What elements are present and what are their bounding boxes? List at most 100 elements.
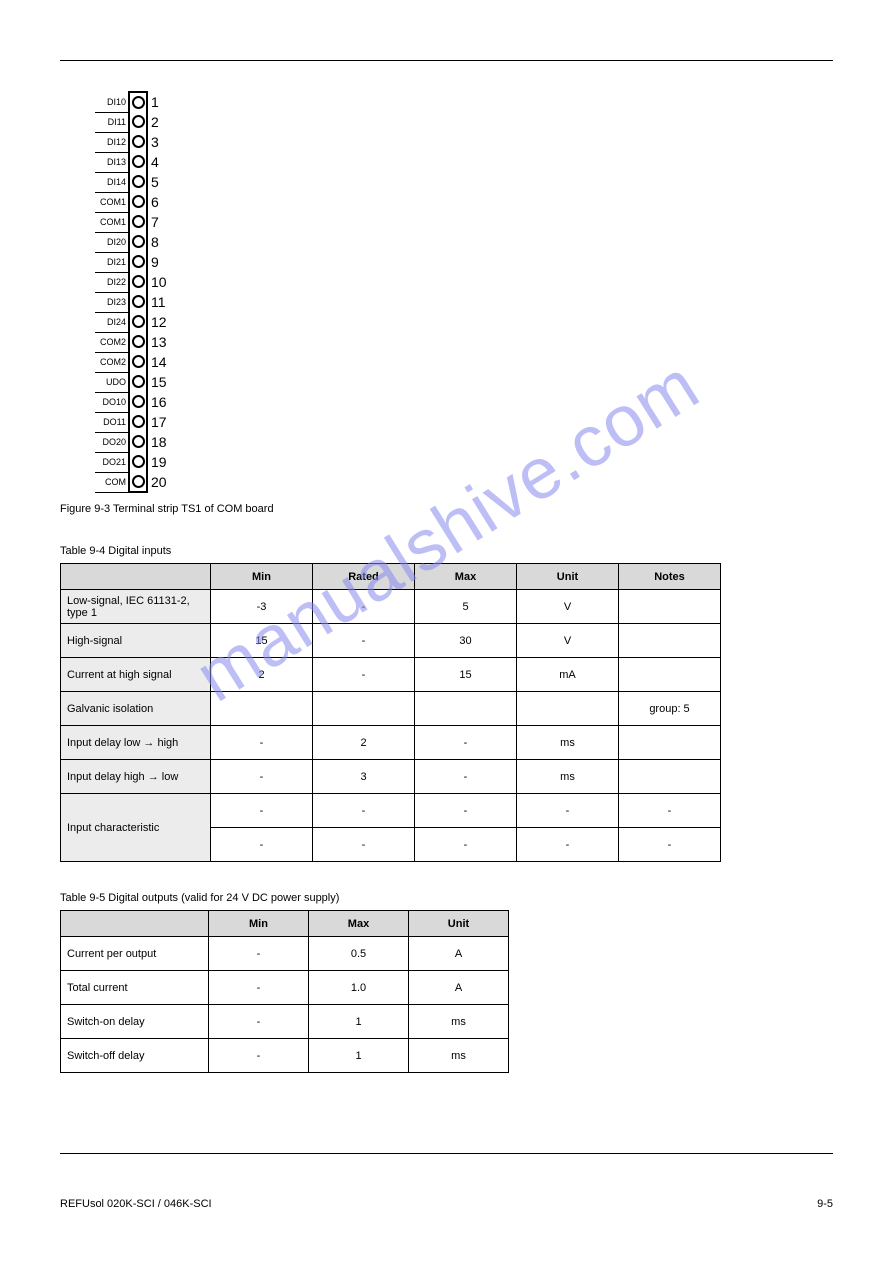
data-cell bbox=[415, 692, 517, 726]
pin-terminal-icon bbox=[129, 232, 147, 252]
data-cell bbox=[619, 658, 721, 692]
pin-number: 11 bbox=[147, 292, 169, 312]
pin-label: DI23 bbox=[95, 292, 129, 312]
data-cell: -3 bbox=[211, 590, 313, 624]
pin-label: DI14 bbox=[95, 172, 129, 192]
pin-terminal-icon bbox=[129, 92, 147, 112]
column-header: Rated bbox=[313, 564, 415, 590]
pin-terminal-icon bbox=[129, 272, 147, 292]
pin-number: 14 bbox=[147, 352, 169, 372]
pin-label: DI24 bbox=[95, 312, 129, 332]
row-label: Low-signal, IEC 61131-2, type 1 bbox=[61, 590, 211, 624]
row-label: Total current bbox=[61, 971, 209, 1005]
pin-number: 19 bbox=[147, 452, 169, 472]
column-header: Unit bbox=[409, 911, 509, 937]
data-cell: - bbox=[209, 937, 309, 971]
pin-number: 8 bbox=[147, 232, 169, 252]
pin-label: COM2 bbox=[95, 352, 129, 372]
pin-number: 13 bbox=[147, 332, 169, 352]
data-cell: - bbox=[313, 624, 415, 658]
row-label: Switch-on delay bbox=[61, 1005, 209, 1039]
column-header: Unit bbox=[517, 564, 619, 590]
row-label: Input characteristic bbox=[61, 794, 211, 862]
pin-terminal-icon bbox=[129, 392, 147, 412]
footer-left: REFUsol 020K-SCI / 046K-SCI bbox=[60, 1198, 212, 1210]
data-cell: 1 bbox=[309, 1039, 409, 1073]
data-cell: - bbox=[415, 726, 517, 760]
data-cell: ms bbox=[517, 760, 619, 794]
data-cell: group: 5 bbox=[619, 692, 721, 726]
pin-number: 2 bbox=[147, 112, 169, 132]
pin-terminal-icon bbox=[129, 472, 147, 492]
data-cell: 30 bbox=[415, 624, 517, 658]
pin-terminal-icon bbox=[129, 452, 147, 472]
data-cell bbox=[619, 590, 721, 624]
pin-terminal-icon bbox=[129, 352, 147, 372]
column-header: Min bbox=[211, 564, 313, 590]
pin-label: DO11 bbox=[95, 412, 129, 432]
pin-number: 5 bbox=[147, 172, 169, 192]
pin-terminal-icon bbox=[129, 412, 147, 432]
data-cell: - bbox=[209, 1039, 309, 1073]
pin-number: 10 bbox=[147, 272, 169, 292]
pin-label: COM2 bbox=[95, 332, 129, 352]
data-cell: ms bbox=[409, 1039, 509, 1073]
data-cell: 2 bbox=[211, 658, 313, 692]
pin-terminal-icon bbox=[129, 432, 147, 452]
row-label: Input delay high → low bbox=[61, 760, 211, 794]
pin-label: DI22 bbox=[95, 272, 129, 292]
data-cell: 15 bbox=[415, 658, 517, 692]
pin-terminal-icon bbox=[129, 132, 147, 152]
data-cell: - bbox=[313, 794, 415, 828]
data-cell: - bbox=[209, 1005, 309, 1039]
pin-number: 3 bbox=[147, 132, 169, 152]
data-cell: 3 bbox=[313, 760, 415, 794]
data-cell: - bbox=[313, 828, 415, 862]
data-cell: - bbox=[313, 590, 415, 624]
table2-caption: Table 9-5 Digital outputs (valid for 24 … bbox=[60, 892, 893, 904]
data-cell: V bbox=[517, 624, 619, 658]
digital-outputs-table: MinMaxUnitCurrent per output-0.5ATotal c… bbox=[60, 910, 509, 1073]
data-cell bbox=[619, 726, 721, 760]
column-header: Max bbox=[309, 911, 409, 937]
data-cell: 1 bbox=[309, 1005, 409, 1039]
row-label: Switch-off delay bbox=[61, 1039, 209, 1073]
data-cell: 0.5 bbox=[309, 937, 409, 971]
data-cell: A bbox=[409, 971, 509, 1005]
data-cell: ms bbox=[517, 726, 619, 760]
data-cell: ms bbox=[409, 1005, 509, 1039]
pin-label: COM1 bbox=[95, 212, 129, 232]
data-cell: - bbox=[211, 794, 313, 828]
pin-number: 7 bbox=[147, 212, 169, 232]
data-cell: - bbox=[415, 794, 517, 828]
data-cell: 2 bbox=[313, 726, 415, 760]
pin-terminal-icon bbox=[129, 152, 147, 172]
pin-label: DO20 bbox=[95, 432, 129, 452]
data-cell: - bbox=[211, 828, 313, 862]
pin-terminal-icon bbox=[129, 332, 147, 352]
pin-number: 9 bbox=[147, 252, 169, 272]
pin-label: DO21 bbox=[95, 452, 129, 472]
pin-terminal-icon bbox=[129, 312, 147, 332]
data-cell: - bbox=[313, 658, 415, 692]
column-header: Notes bbox=[619, 564, 721, 590]
data-cell bbox=[211, 692, 313, 726]
digital-inputs-table: MinRatedMaxUnitNotesLow-signal, IEC 6113… bbox=[60, 563, 721, 862]
pin-number: 20 bbox=[147, 472, 169, 492]
pin-label: COM bbox=[95, 472, 129, 492]
data-cell: 15 bbox=[211, 624, 313, 658]
figure-caption: Figure 9-3 Terminal strip TS1 of COM boa… bbox=[60, 503, 893, 515]
pin-label: DI11 bbox=[95, 112, 129, 132]
data-cell: - bbox=[517, 794, 619, 828]
data-cell bbox=[313, 692, 415, 726]
pin-terminal-icon bbox=[129, 372, 147, 392]
data-cell bbox=[619, 760, 721, 794]
pin-terminal-icon bbox=[129, 192, 147, 212]
page-footer: REFUsol 020K-SCI / 046K-SCI 9-5 bbox=[60, 1153, 833, 1210]
pin-number: 4 bbox=[147, 152, 169, 172]
data-cell bbox=[619, 624, 721, 658]
data-cell: - bbox=[619, 828, 721, 862]
pin-number: 15 bbox=[147, 372, 169, 392]
pin-label: DO10 bbox=[95, 392, 129, 412]
row-label: Galvanic isolation bbox=[61, 692, 211, 726]
